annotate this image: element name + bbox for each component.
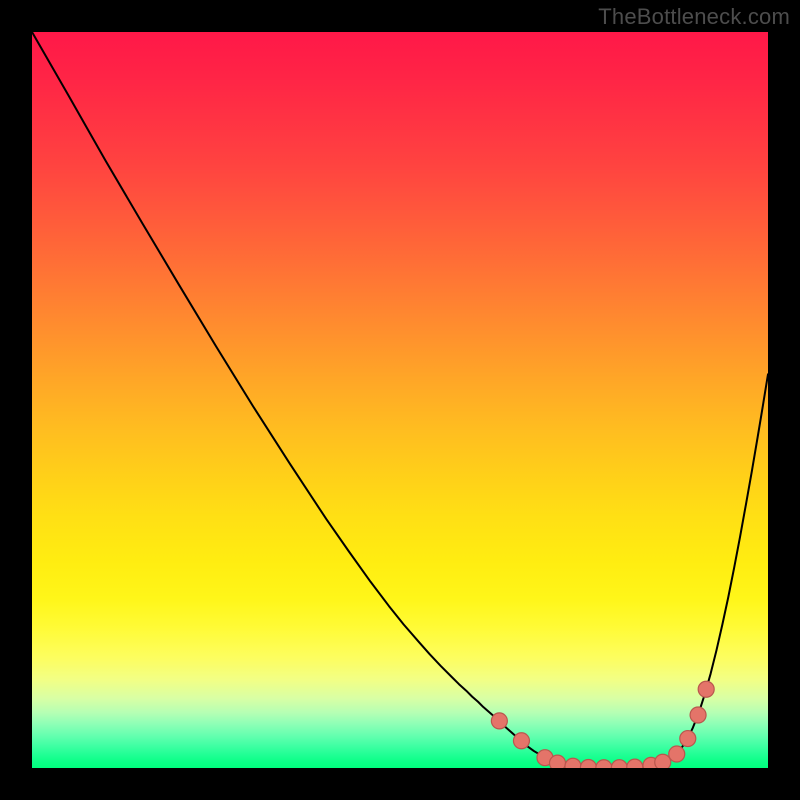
curve-marker bbox=[513, 733, 529, 749]
curve-marker bbox=[669, 746, 685, 762]
curve-marker bbox=[698, 681, 714, 697]
watermark-text: TheBottleneck.com bbox=[598, 4, 790, 30]
bottleneck-chart bbox=[0, 0, 800, 800]
chart-container: TheBottleneck.com bbox=[0, 0, 800, 800]
plot-background bbox=[32, 32, 768, 768]
curve-marker bbox=[690, 707, 706, 723]
curve-marker bbox=[655, 754, 671, 770]
curve-marker bbox=[491, 713, 507, 729]
curve-marker bbox=[680, 731, 696, 747]
